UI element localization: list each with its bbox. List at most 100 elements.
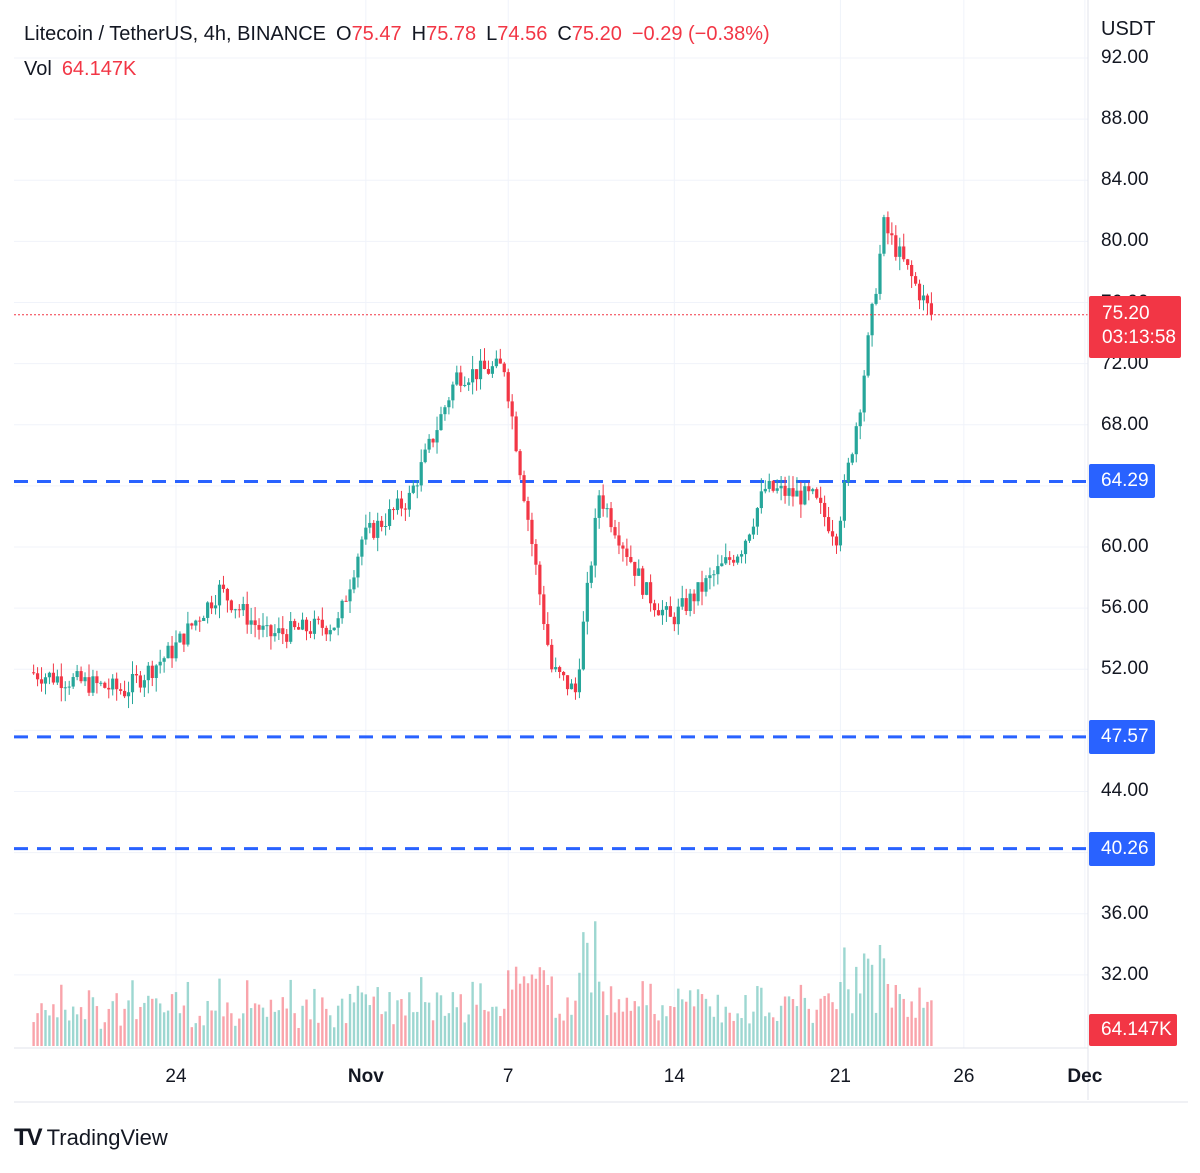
volume-bar: [609, 986, 613, 1046]
candle-body: [146, 665, 150, 681]
candle-body: [158, 661, 162, 666]
candle-body: [565, 675, 570, 690]
volume-bar: [507, 970, 510, 1046]
volume-bar: [364, 994, 368, 1046]
candle-body: [775, 488, 779, 491]
candle-body: [443, 407, 447, 415]
volume-bar: [878, 944, 882, 1046]
candle-body: [850, 454, 854, 463]
candle-body: [906, 259, 910, 265]
volume-bar: [605, 1015, 609, 1046]
volume-bar: [914, 1017, 917, 1046]
candle-body: [95, 676, 99, 684]
volume-bar: [99, 1028, 103, 1046]
volume-bar: [807, 1008, 810, 1046]
candle-body: [811, 489, 815, 492]
volume-bar: [621, 1011, 625, 1046]
volume-bar: [594, 921, 597, 1046]
volume-bar: [273, 1011, 277, 1046]
volume-label[interactable]: Vol: [24, 58, 52, 80]
candle-body: [182, 633, 186, 645]
x-tick-label: Dec: [1067, 1066, 1103, 1087]
candle-body: [633, 561, 637, 576]
volume-bar: [526, 983, 530, 1046]
volume-bar: [748, 1023, 751, 1046]
volume-bar: [186, 981, 190, 1046]
candle-body: [692, 593, 696, 602]
volume-bar: [839, 982, 842, 1046]
volume-bar: [518, 983, 522, 1046]
volume-bar: [530, 974, 534, 1046]
volume-bar: [336, 1005, 340, 1046]
candle-body: [724, 557, 728, 564]
candle-body: [297, 627, 301, 630]
candle-body: [668, 606, 672, 617]
currency-label[interactable]: USDT: [1101, 18, 1156, 40]
volume-bar: [119, 1025, 122, 1046]
volume-bar: [245, 980, 249, 1046]
candle-body: [747, 534, 752, 541]
candle-body: [217, 584, 222, 606]
candle-body: [79, 671, 83, 682]
volume-bar: [562, 1020, 565, 1046]
volume-bar: [657, 1020, 660, 1046]
candle-body: [245, 604, 249, 625]
volume-bar: [720, 1022, 723, 1046]
volume-bar: [910, 1001, 913, 1046]
candle-body: [652, 603, 657, 611]
volume-bar: [348, 993, 352, 1046]
close-label: C: [557, 23, 572, 45]
candle-body: [47, 672, 52, 678]
volume-bar: [329, 1015, 332, 1046]
candle-body: [233, 609, 237, 611]
volume-bar: [139, 1006, 142, 1046]
candle-body: [170, 645, 174, 659]
volume-bar: [803, 997, 807, 1046]
tradingview-brand[interactable]: TV TradingView: [14, 1124, 168, 1152]
x-tick-label: 7: [502, 1066, 514, 1087]
volume-bar: [700, 994, 704, 1046]
volume-bar: [380, 1014, 383, 1046]
candle-body: [641, 568, 645, 595]
high-label: H: [411, 23, 427, 45]
volume-bar: [843, 947, 846, 1046]
candle-body: [886, 217, 890, 234]
volume-bar: [68, 1020, 71, 1046]
volume-bar: [408, 992, 411, 1046]
symbol-title[interactable]: Litecoin / TetherUS, 4h, BINANCE: [24, 23, 326, 45]
volume-bar: [158, 1003, 162, 1046]
candle-body: [680, 598, 684, 607]
volume-bar: [281, 997, 284, 1046]
volume-bar: [277, 1010, 281, 1046]
candle-body: [119, 689, 123, 691]
candle-body: [708, 575, 712, 579]
volume-bar: [740, 1018, 743, 1046]
volume-bar: [756, 986, 759, 1046]
candle-body: [755, 508, 759, 527]
volume-bar: [918, 987, 921, 1046]
volume-bar: [64, 1009, 67, 1046]
candle-body: [308, 631, 313, 634]
candle-body: [407, 492, 411, 510]
candle-body: [834, 536, 839, 546]
volume-bar: [831, 1002, 834, 1046]
candle-body: [225, 588, 230, 601]
candle-body: [384, 526, 388, 528]
candle-body: [221, 584, 226, 589]
candle-body: [198, 620, 202, 622]
volume-bar: [396, 1000, 399, 1046]
volume-bar: [906, 1016, 909, 1046]
volume-bar: [372, 996, 375, 1046]
candle-body: [162, 658, 166, 662]
volume-bars: [32, 921, 933, 1046]
volume-bar: [546, 984, 549, 1046]
y-tick-label: 84.00: [1101, 169, 1149, 191]
chart-grid: [14, 0, 1088, 1048]
candle-body: [35, 673, 40, 680]
candle-body: [767, 480, 771, 489]
candle-body: [249, 620, 253, 625]
candle-body: [134, 673, 139, 676]
candle-body: [676, 606, 680, 625]
volume-bar: [147, 995, 150, 1046]
